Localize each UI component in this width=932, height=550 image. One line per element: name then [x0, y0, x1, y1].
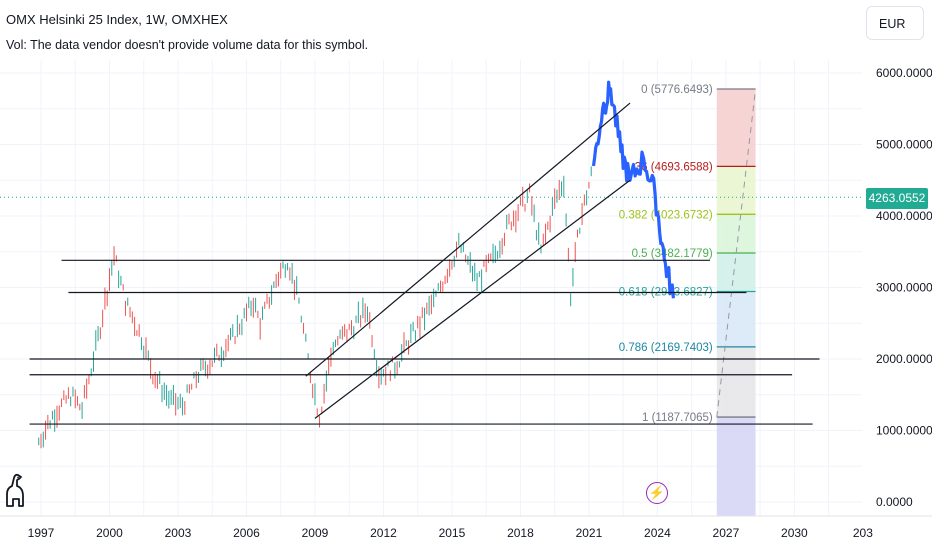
x-tick-label: 2027: [713, 526, 740, 540]
fib-level-label: 36 (4693.6588): [635, 161, 713, 173]
currency-button[interactable]: EUR: [866, 6, 924, 40]
y-tick-label: 1000.0000: [876, 424, 932, 438]
y-tick-label: 0.0000: [876, 495, 913, 509]
fib-band: [716, 417, 756, 516]
fib-band: [716, 88, 756, 167]
y-tick-label: 6000.0000: [876, 66, 932, 80]
y-tick-label: 4000.0000: [876, 209, 932, 223]
fib-band: [716, 346, 756, 418]
x-tick-label: 2000: [96, 526, 123, 540]
trendline[interactable]: [305, 102, 631, 377]
fib-level-label: 0.786 (2169.7403): [619, 342, 713, 354]
x-tick-label: 2009: [302, 526, 329, 540]
x-tick-label: 203: [853, 526, 873, 540]
last-price-tag: 4263.0552: [866, 188, 928, 209]
fib-band: [716, 253, 756, 292]
x-tick-label: 2018: [507, 526, 534, 540]
volume-note: Vol: The data vendor doesn't provide vol…: [6, 38, 369, 52]
y-tick-label: 5000.0000: [876, 138, 932, 152]
fib-trend-dashed-line[interactable]: [716, 88, 757, 418]
x-tick-label: 2021: [576, 526, 603, 540]
fib-level-label: 1 (1187.7065): [642, 412, 713, 424]
y-tick-label: 2000.0000: [876, 352, 932, 366]
fib-band: [716, 214, 756, 254]
trendline[interactable]: [314, 179, 631, 419]
fib-level-label: 0.5 (3482.1779): [632, 248, 713, 260]
x-tick-label: 2024: [644, 526, 671, 540]
fib-level-label: 0.382 (4023.6732): [619, 209, 713, 221]
x-tick-label: 2030: [781, 526, 808, 540]
fib-band: [716, 291, 756, 347]
chart-title: OMX Helsinki 25 Index, 1W, OMXHEX: [6, 12, 228, 27]
price-line-recent[interactable]: [591, 80, 675, 299]
tradingview-logo-icon[interactable]: [4, 470, 28, 508]
y-tick-label: 3000.0000: [876, 281, 932, 295]
lightning-bolt-icon[interactable]: ⚡: [646, 482, 668, 504]
x-tick-label: 2012: [370, 526, 397, 540]
fib-level-label: 0 (5776.6493): [641, 84, 713, 96]
x-tick-label: 2006: [233, 526, 260, 540]
x-tick-label: 2015: [439, 526, 466, 540]
x-tick-label: 2003: [165, 526, 192, 540]
fib-band: [716, 166, 756, 215]
price-axis-background: [862, 0, 932, 550]
x-tick-label: 1997: [28, 526, 55, 540]
